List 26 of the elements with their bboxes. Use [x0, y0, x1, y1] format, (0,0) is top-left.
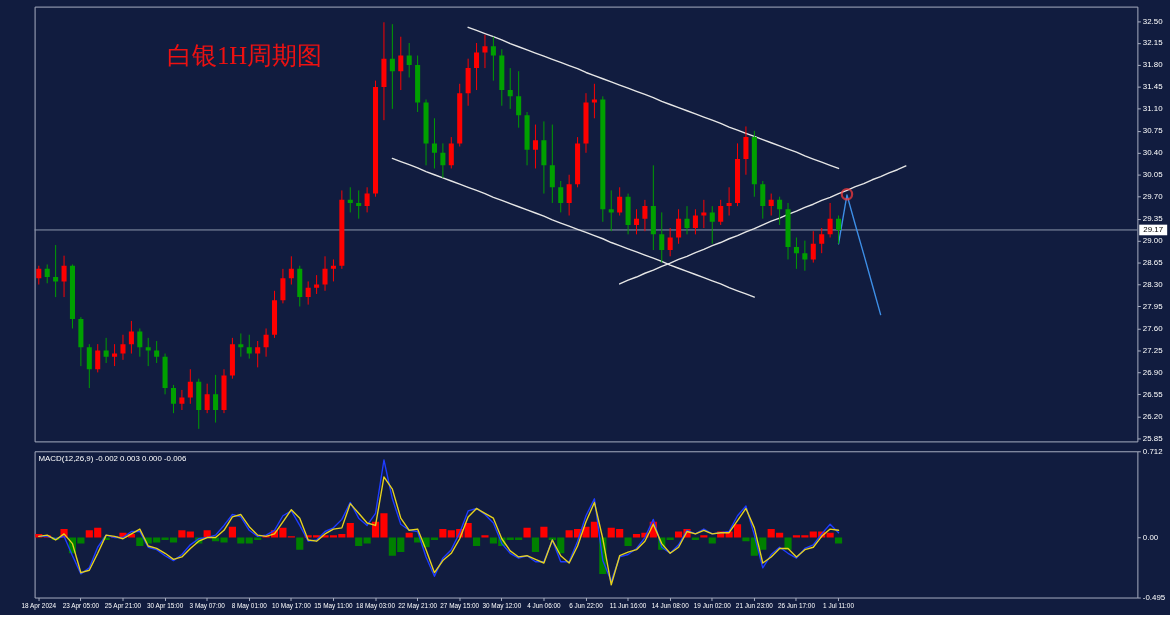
- y-tick-label: 0.00: [1142, 533, 1159, 543]
- y-tick-label: -0.495: [1142, 593, 1166, 602]
- y-tick-label: 29.35: [1142, 214, 1164, 224]
- y-tick-label: 31.10: [1142, 104, 1164, 114]
- y-tick-label: 30.75: [1142, 126, 1164, 136]
- y-tick-label: 26.90: [1142, 367, 1164, 377]
- y-tick-label: 28.65: [1142, 258, 1164, 268]
- y-tick-label: 29.70: [1142, 192, 1164, 202]
- y-tick-label: 26.55: [1142, 389, 1164, 399]
- y-tick-label: 25.85: [1142, 433, 1164, 443]
- y-tick-label: 27.25: [1142, 345, 1164, 355]
- y-tick-label: 29.00: [1142, 236, 1164, 246]
- y-tick-label: 31.45: [1142, 82, 1164, 92]
- y-tick-label: 0.712: [1142, 446, 1163, 456]
- y-tick-label: 32.50: [1142, 16, 1164, 26]
- text: 白银1H周期图: [167, 41, 323, 69]
- y-tick-label: 31.80: [1142, 60, 1164, 70]
- y-tick-label: 26.20: [1142, 411, 1164, 421]
- y-tick-label: 27.95: [1142, 301, 1164, 311]
- y-tick-label: 27.60: [1142, 323, 1164, 333]
- y-tick-label: 30.05: [1142, 170, 1164, 180]
- ref-line-label: 29.17: [1143, 224, 1164, 234]
- y-tick-label: 28.30: [1142, 280, 1164, 290]
- y-tick-label: 30.40: [1142, 148, 1164, 158]
- y-tick-label: 32.15: [1142, 38, 1164, 48]
- chart-title: MACD(12,26,9) -0.002 0.003 0.000 -0.006: [38, 454, 187, 464]
